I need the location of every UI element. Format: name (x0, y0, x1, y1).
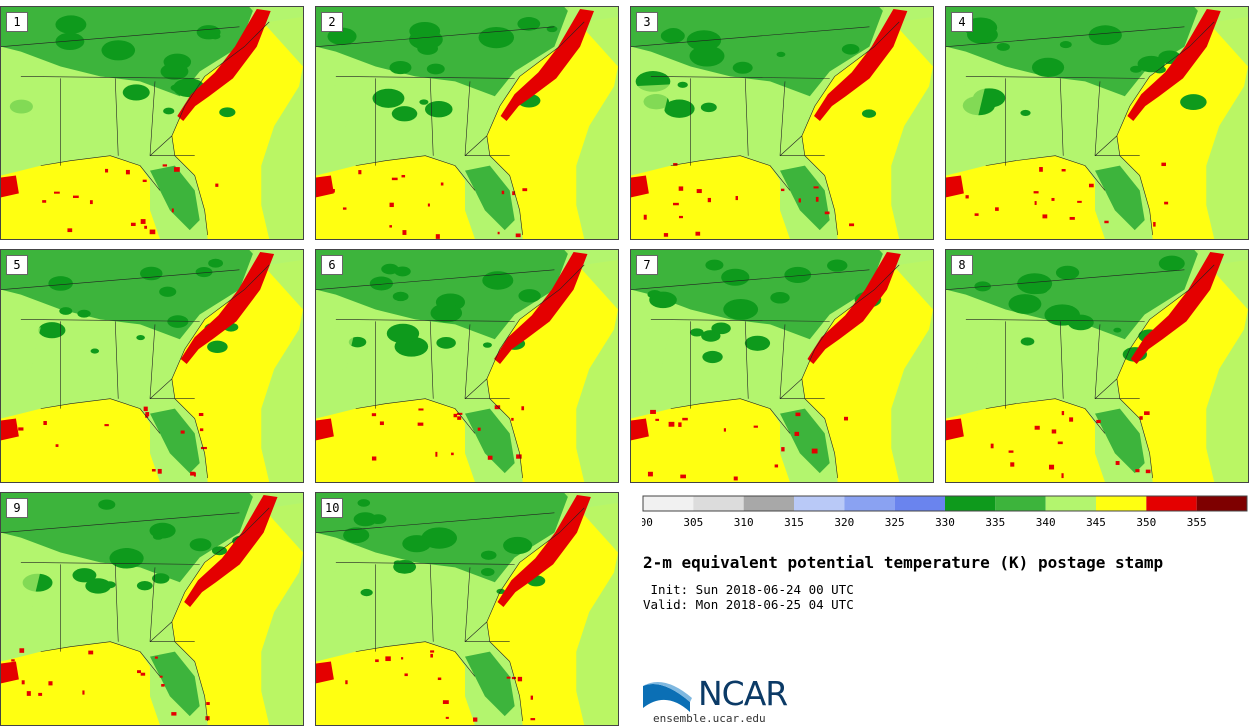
colorbar-swatch (794, 496, 845, 511)
colorbar-tick-label: 335 (985, 516, 1005, 529)
ensemble-map (631, 250, 933, 482)
ensemble-map (316, 493, 618, 725)
colorbar-swatch (894, 496, 945, 511)
init-time: Init: Sun 2018-06-24 00 UTC (643, 582, 854, 597)
colorbar-swatch (995, 496, 1046, 511)
ensemble-map (1, 7, 303, 239)
colorbar: 300 305 310 315 320 325 330 335 340 345 350 355 (642, 495, 1248, 529)
colorbar-tick-label: 345 (1086, 516, 1106, 529)
colorbar-swatch (743, 496, 794, 511)
colorbar-swatch (693, 496, 744, 511)
ensemble-map (946, 7, 1248, 239)
ensemble-map (316, 250, 618, 482)
colorbar-tick-label: 300 (642, 516, 653, 529)
member-label: 4 (951, 12, 973, 32)
colorbar-tick-label: 350 (1136, 516, 1156, 529)
member-panel: 1 (0, 6, 304, 240)
colorbar-tick-label: 310 (734, 516, 754, 529)
colorbar-tick-label: 340 (1036, 516, 1056, 529)
member-panel: 7 (630, 249, 934, 483)
member-panel: 3 (630, 6, 934, 240)
colorbar-tick-label: 325 (885, 516, 905, 529)
ensemble-map (1, 250, 303, 482)
member-label: 9 (6, 498, 28, 518)
colorbar-swatch (1196, 496, 1247, 511)
member-label: 6 (321, 255, 343, 275)
member-label: 10 (321, 498, 344, 518)
colorbar-frame (642, 495, 1248, 512)
member-label: 5 (6, 255, 28, 275)
colorbar-tick-label: 305 (683, 516, 703, 529)
colorbar-tick-label: 315 (784, 516, 804, 529)
ensemble-map (631, 7, 933, 239)
colorbar-swatch (643, 496, 694, 511)
member-panel: 8 (945, 249, 1249, 483)
logo-wordmark: NCAR (698, 674, 788, 713)
ensemble-map (946, 250, 1248, 482)
ncar-logo-icon (643, 682, 692, 712)
site-url: ensemble.ucar.edu (653, 712, 766, 725)
valid-time: Valid: Mon 2018-06-25 04 UTC (643, 597, 854, 612)
colorbar-swatch (844, 496, 895, 511)
member-panel: 2 (315, 6, 619, 240)
colorbar-tick-label: 355 (1187, 516, 1207, 529)
member-panel: 10 (315, 492, 619, 726)
colorbar-swatch (1045, 496, 1096, 511)
member-panel: 6 (315, 249, 619, 483)
member-label: 2 (321, 12, 343, 32)
member-panel: 9 (0, 492, 304, 726)
ensemble-map (316, 7, 618, 239)
member-label: 1 (6, 12, 28, 32)
member-label: 3 (636, 12, 658, 32)
member-panel: 5 (0, 249, 304, 483)
colorbar-swatch (1146, 496, 1197, 511)
ensemble-map (1, 493, 303, 725)
colorbar-swatch (945, 496, 996, 511)
member-label: 7 (636, 255, 658, 275)
colorbar-tick-label: 330 (935, 516, 955, 529)
member-label: 8 (951, 255, 973, 275)
figure-title: 2-m equivalent potential temperature (K)… (643, 553, 1164, 572)
member-panel: 4 (945, 6, 1249, 240)
colorbar-swatch (1096, 496, 1147, 511)
colorbar-tick-label: 320 (834, 516, 854, 529)
